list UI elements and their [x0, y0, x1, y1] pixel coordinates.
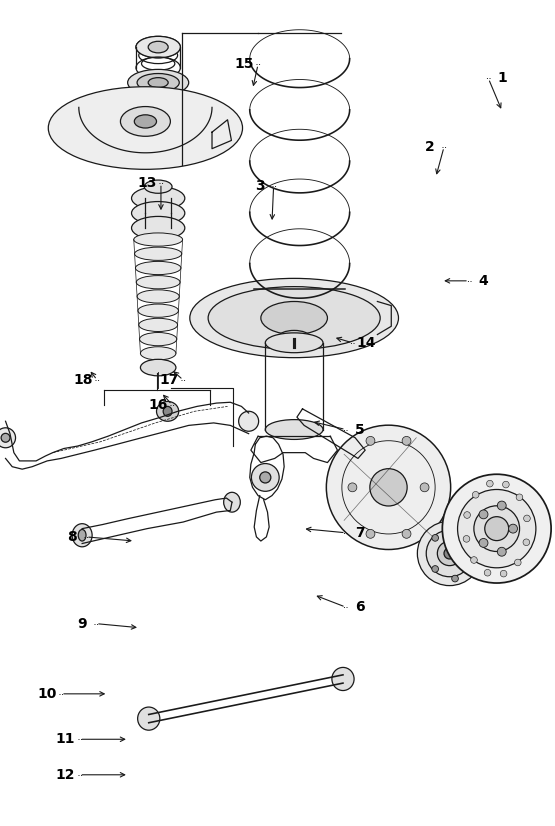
Text: 2: 2 [425, 140, 435, 154]
Ellipse shape [134, 247, 182, 260]
Circle shape [503, 482, 509, 488]
Text: 14: 14 [356, 336, 376, 349]
Circle shape [479, 510, 488, 519]
Circle shape [420, 483, 429, 491]
Ellipse shape [157, 401, 179, 421]
Circle shape [516, 494, 523, 501]
Ellipse shape [120, 107, 170, 136]
Ellipse shape [137, 290, 179, 303]
Ellipse shape [208, 287, 380, 349]
Circle shape [432, 534, 438, 541]
Ellipse shape [134, 233, 183, 246]
Text: 4: 4 [478, 274, 488, 287]
Text: 11: 11 [56, 733, 75, 746]
Ellipse shape [137, 276, 180, 289]
Circle shape [442, 474, 551, 583]
Circle shape [326, 425, 451, 549]
Circle shape [523, 515, 530, 522]
Text: 9: 9 [77, 617, 87, 630]
Text: 17: 17 [160, 373, 179, 387]
Ellipse shape [132, 216, 185, 240]
Ellipse shape [132, 202, 185, 225]
Ellipse shape [78, 529, 86, 541]
Ellipse shape [265, 333, 323, 353]
Circle shape [497, 548, 506, 556]
Circle shape [514, 559, 521, 566]
Circle shape [260, 472, 271, 483]
Text: 15: 15 [234, 58, 254, 71]
Ellipse shape [148, 78, 168, 88]
Circle shape [484, 569, 491, 576]
Circle shape [463, 535, 470, 542]
Circle shape [500, 570, 507, 577]
Circle shape [452, 575, 458, 582]
Ellipse shape [332, 667, 354, 691]
Circle shape [370, 468, 407, 506]
Circle shape [508, 525, 517, 533]
Text: 16: 16 [149, 398, 168, 411]
Circle shape [472, 491, 479, 498]
Circle shape [348, 483, 357, 491]
Circle shape [426, 530, 473, 577]
Circle shape [464, 511, 471, 519]
Ellipse shape [138, 304, 178, 317]
Text: 13: 13 [138, 177, 157, 190]
Ellipse shape [279, 330, 310, 344]
Ellipse shape [140, 359, 176, 376]
Text: 1: 1 [497, 72, 507, 85]
Circle shape [471, 557, 477, 563]
Circle shape [464, 550, 471, 557]
Circle shape [402, 436, 411, 445]
Ellipse shape [265, 420, 323, 439]
Circle shape [485, 517, 509, 540]
Circle shape [474, 506, 519, 552]
Ellipse shape [144, 180, 172, 193]
Ellipse shape [137, 74, 179, 92]
Circle shape [417, 521, 482, 586]
Circle shape [487, 480, 493, 487]
Text: 10: 10 [38, 687, 57, 700]
Ellipse shape [72, 524, 92, 547]
Text: 8: 8 [67, 530, 77, 544]
Circle shape [437, 541, 462, 566]
Circle shape [452, 525, 458, 532]
Ellipse shape [136, 36, 180, 58]
Ellipse shape [148, 41, 168, 53]
Circle shape [523, 539, 529, 546]
Text: 3: 3 [255, 179, 265, 192]
Ellipse shape [1, 434, 10, 442]
Circle shape [0, 428, 16, 448]
Ellipse shape [134, 115, 157, 128]
Ellipse shape [128, 69, 189, 96]
Ellipse shape [48, 87, 243, 169]
Ellipse shape [140, 347, 176, 360]
Ellipse shape [139, 333, 176, 346]
Ellipse shape [132, 187, 185, 210]
Ellipse shape [138, 707, 160, 730]
Ellipse shape [139, 318, 178, 331]
Ellipse shape [190, 278, 398, 358]
Ellipse shape [224, 492, 240, 512]
Circle shape [366, 529, 375, 539]
Circle shape [432, 566, 438, 572]
Circle shape [497, 501, 506, 510]
Circle shape [402, 529, 411, 539]
Circle shape [479, 539, 488, 548]
Text: 5: 5 [355, 423, 365, 436]
Ellipse shape [163, 406, 172, 416]
Circle shape [239, 411, 259, 431]
Circle shape [457, 490, 536, 567]
Circle shape [444, 548, 455, 559]
Text: 6: 6 [355, 601, 365, 614]
Ellipse shape [135, 261, 181, 274]
Text: 7: 7 [355, 526, 365, 539]
Circle shape [251, 463, 279, 491]
Circle shape [366, 436, 375, 445]
Text: 18: 18 [73, 373, 93, 387]
Text: 12: 12 [56, 768, 75, 781]
Ellipse shape [261, 301, 327, 335]
Ellipse shape [354, 438, 379, 468]
